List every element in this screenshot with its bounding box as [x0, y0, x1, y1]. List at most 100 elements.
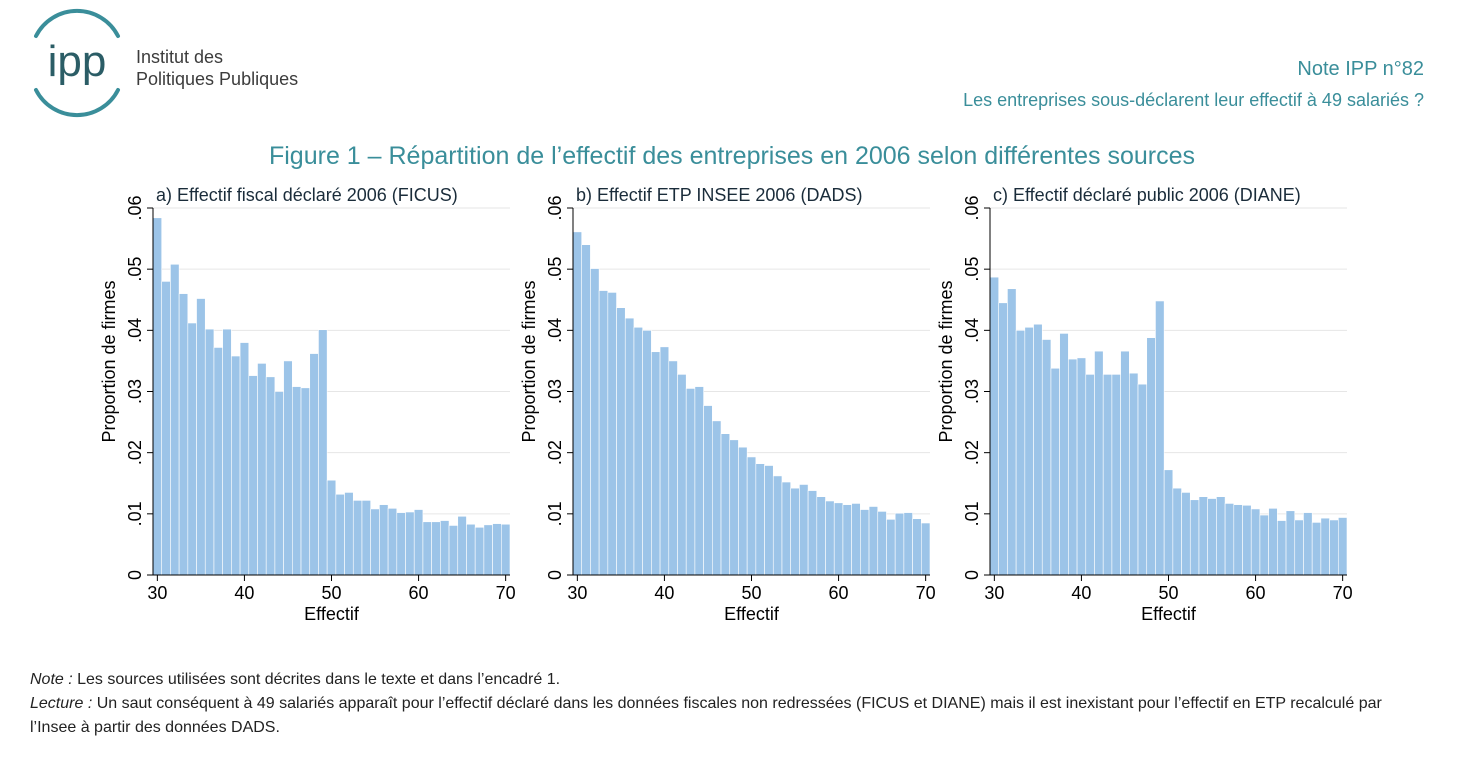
- histogram-bar: [370, 508, 380, 576]
- histogram-bar: [755, 463, 765, 576]
- histogram-bar: [989, 276, 1000, 576]
- histogram-bar: [379, 504, 389, 576]
- histogram-bar: [1294, 519, 1304, 576]
- histogram-bar: [1329, 519, 1339, 576]
- histogram-bar: [772, 475, 783, 576]
- note-line: Note : Les sources utilisées sont décrit…: [30, 668, 1430, 692]
- histogram-bar: [912, 518, 922, 576]
- y-tick-label: .06: [545, 195, 565, 220]
- histogram-bar: [581, 244, 591, 576]
- chart-title: b) Effectif ETP INSEE 2006 (DADS): [576, 185, 862, 205]
- histogram-bar: [352, 500, 363, 576]
- figure-title: Figure 1 – Répartition de l’effectif des…: [268, 142, 1195, 170]
- y-tick-label: 0: [962, 570, 982, 580]
- histogram-bar: [170, 263, 180, 576]
- histogram-bar: [152, 217, 163, 576]
- chart-panel-2: b) Effectif ETP INSEE 2006 (DADS) 0 .01 .02…: [519, 185, 936, 624]
- x-tick-label: 50: [1158, 583, 1178, 603]
- histogram-bar: [204, 328, 215, 576]
- y-tick-label: .02: [125, 440, 145, 465]
- histogram-bar: [720, 433, 731, 576]
- x-tick-label: 40: [234, 583, 254, 603]
- y-tick-label: .03: [125, 379, 145, 404]
- histogram-bar: [851, 503, 861, 576]
- histogram-bar: [283, 360, 293, 576]
- histogram-bar: [1024, 326, 1034, 576]
- histogram-bar: [868, 506, 879, 576]
- note-title: Les entreprises sous-déclarent leur effe…: [963, 90, 1424, 110]
- histogram-bar: [239, 342, 250, 576]
- histogram-bar: [1277, 520, 1287, 576]
- x-tick-label: 70: [1333, 583, 1353, 603]
- histogram-bar: [659, 346, 670, 576]
- y-tick-label: .05: [962, 257, 982, 282]
- histogram-bar: [1303, 512, 1313, 576]
- lecture-line: Lecture : Un saut conséquent à 49 salari…: [30, 692, 1430, 740]
- histogram-bar: [1207, 498, 1217, 576]
- histogram-bar: [431, 521, 441, 576]
- x-axis-label: Effectif: [1141, 604, 1197, 624]
- logo-ring-icon: ipp: [34, 8, 120, 118]
- histogram-bar: [1268, 508, 1278, 576]
- y-tick-label: .03: [962, 379, 982, 404]
- x-tick-label: 60: [409, 583, 429, 603]
- histogram-bar: [668, 360, 678, 576]
- y-tick-label: .01: [545, 501, 565, 526]
- histogram-bar: [1242, 504, 1252, 576]
- chart-title: a) Effectif fiscal déclaré 2006 (FICUS): [156, 185, 458, 205]
- chart-title: c) Effectif déclaré public 2006 (DIANE): [993, 185, 1301, 205]
- histogram-bar: [616, 307, 626, 576]
- note-text: Les sources utilisées sont décrites dans…: [72, 671, 561, 688]
- histogram-bar: [633, 326, 643, 576]
- note-label: Note :: [30, 671, 73, 688]
- histogram-bar: [642, 330, 652, 576]
- y-tick-label: .06: [125, 195, 145, 220]
- y-tick-label: .03: [545, 379, 565, 404]
- histogram-bar: [1337, 517, 1348, 576]
- histogram-bar: [161, 281, 171, 576]
- histogram-bar: [1172, 487, 1182, 576]
- x-tick-label: 30: [984, 583, 1004, 603]
- y-tick-label: .02: [545, 440, 565, 465]
- x-tick-label: 60: [829, 583, 849, 603]
- histogram-bar: [300, 387, 311, 576]
- histogram-bar: [860, 509, 870, 576]
- ipp-logo: ipp Institut des Politiques Publiques: [22, 8, 322, 118]
- y-axis-label: Proportion de firmes: [99, 280, 119, 442]
- y-tick-label: .01: [125, 501, 145, 526]
- histogram-bar: [877, 511, 887, 576]
- histogram-bar: [440, 520, 450, 576]
- histogram-bar: [624, 317, 635, 576]
- histogram-bar: [1259, 514, 1269, 576]
- histogram-bar: [309, 353, 319, 576]
- note-header: Note IPP n°82 Les entreprises sous-décla…: [963, 56, 1424, 112]
- histogram-bar: [677, 374, 687, 576]
- histogram-bar: [703, 405, 713, 576]
- histogram-bar: [413, 509, 424, 576]
- histogram-bar: [1068, 358, 1078, 576]
- histogram-bar: [1198, 496, 1208, 576]
- histogram-bar: [781, 481, 791, 576]
- institute-name: Institut des Politiques Publiques: [136, 46, 298, 90]
- histogram-bar: [178, 293, 189, 576]
- x-tick-label: 70: [496, 583, 516, 603]
- y-tick-label: .01: [962, 501, 982, 526]
- histogram-bar: [1111, 374, 1121, 576]
- histogram-bar: [1320, 517, 1330, 576]
- histogram-bar: [1094, 350, 1104, 576]
- histogram-bar: [466, 523, 476, 576]
- histogram-bar: [1216, 496, 1226, 576]
- histogram-bar: [825, 500, 835, 576]
- histogram-bar: [1076, 357, 1087, 576]
- histogram-bar: [448, 525, 459, 576]
- y-tick-label: .04: [545, 318, 565, 343]
- histogram-bar: [1146, 337, 1156, 576]
- histogram-bar: [222, 328, 232, 576]
- histogram-bar: [257, 363, 267, 576]
- x-axis-label: Effectif: [724, 604, 780, 624]
- histogram-bar: [1233, 504, 1243, 576]
- histogram-bar: [1163, 469, 1174, 576]
- histogram-bar: [1311, 522, 1322, 576]
- histogram-bar: [265, 376, 276, 576]
- y-tick-label: .04: [125, 318, 145, 343]
